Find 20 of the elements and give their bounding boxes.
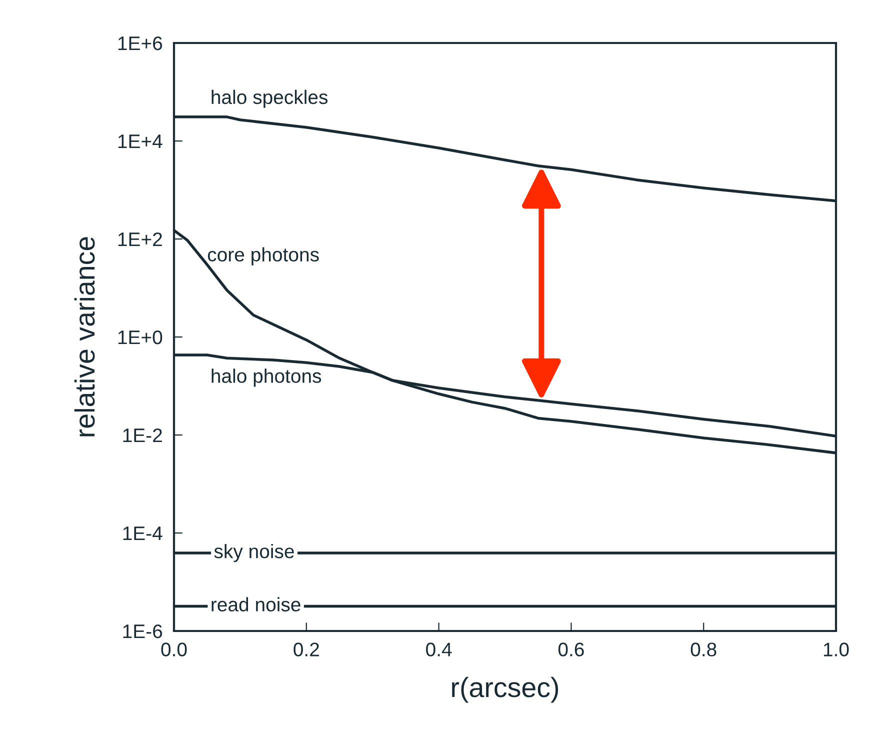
x-axis-title: r(arcsec): [452, 676, 558, 703]
x-tick-label: 0.6: [558, 642, 584, 656]
x-tick-label: 1.0: [824, 642, 849, 656]
x-tick-label: 0.8: [690, 642, 716, 656]
x-tick-label: 0.2: [294, 642, 319, 656]
series-label: sky noise: [214, 544, 294, 562]
y-tick-label: 1E-6: [123, 624, 162, 638]
series-label: core photons: [208, 247, 319, 266]
series-label: halo speckles: [212, 90, 328, 108]
y-axis-title: relative variance: [74, 237, 95, 436]
y-tick-label: 1E+6: [118, 36, 162, 50]
y-tick-label: 1E+4: [118, 134, 162, 148]
y-tick-label: 1E+2: [118, 232, 162, 246]
x-tick-label: 0.0: [161, 642, 187, 656]
x-tick-label: 0.4: [426, 642, 452, 656]
y-tick-label: 1E-4: [123, 526, 162, 540]
y-tick-label: 1E-2: [123, 428, 162, 442]
y-tick-label: 1E+0: [118, 330, 162, 344]
series-label: read noise: [212, 597, 300, 612]
series-label: halo photons: [212, 368, 322, 387]
